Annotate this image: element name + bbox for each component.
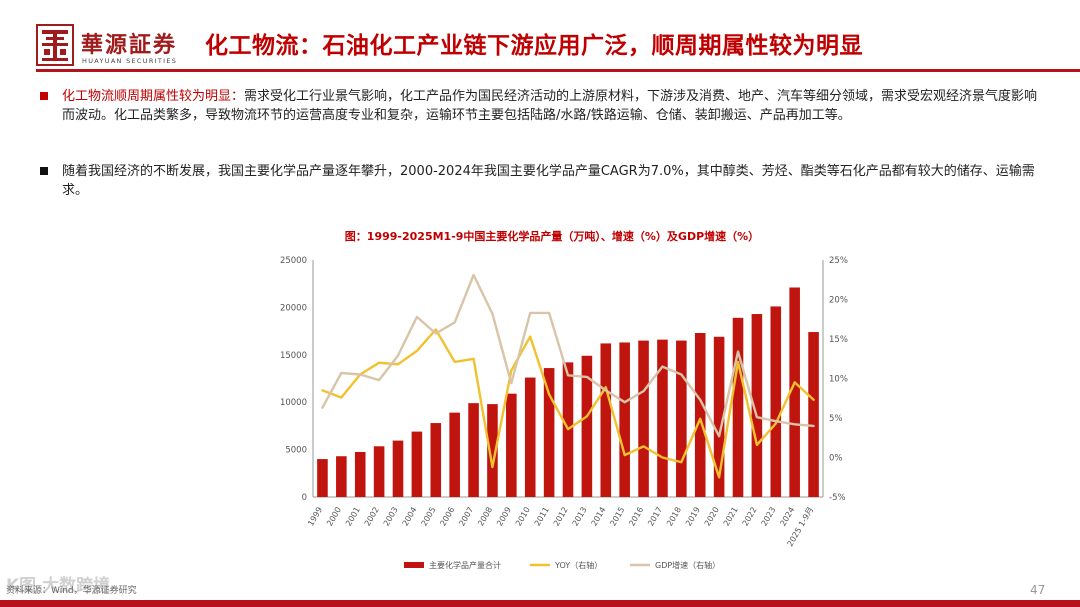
bar [336, 456, 347, 497]
right-tick-label: 10% [829, 375, 848, 385]
x-tick-label: 2012 [552, 506, 570, 528]
x-tick-label: 2005 [420, 506, 438, 528]
bar [373, 446, 385, 497]
x-tick-label: 2003 [382, 506, 400, 528]
bar [676, 340, 687, 497]
bar [487, 404, 498, 497]
source-note: 资料来源：Wind，华源证券研究 [6, 586, 137, 596]
legend-label: 主要化学品产量合计 [429, 560, 501, 570]
gdp-growth-line [321, 273, 815, 438]
x-tick-label: 2016 [627, 506, 645, 528]
chart-title: 图：1999-2025M1-9中国主要化学品产量（万吨）、增速（%）及GDP增速… [345, 229, 759, 243]
x-tick-label: 2004 [401, 506, 419, 528]
left-tick-label: 20000 [280, 303, 307, 313]
page-title: 化工物流：石油化工产业链下游应用广泛，顺周期属性较为明显 [205, 32, 863, 59]
bar [600, 343, 612, 497]
x-tick-label: 2006 [438, 506, 456, 528]
x-tick-label: 1999 [306, 506, 324, 528]
x-tick-label: 2007 [457, 506, 475, 528]
bar [317, 459, 328, 497]
x-tick-label: 2017 [646, 506, 664, 528]
bar [694, 332, 706, 497]
bullet-text: 需求受化工行业景气影响，化工产品作为国民经济活动的上游原材料，下游涉及消费、地产… [62, 89, 1038, 123]
watermark: K图 大数跨境 [6, 576, 111, 596]
bar [449, 412, 460, 497]
x-tick-label: 2014 [590, 506, 608, 528]
bar [543, 368, 555, 497]
bar [751, 314, 763, 497]
title-divider [36, 69, 1080, 72]
right-tick-label: 25% [829, 256, 848, 266]
bar [657, 339, 668, 497]
logo-chinese-name: 華源証券 [81, 32, 178, 58]
x-tick-label: 2023 [760, 506, 778, 528]
left-tick-label: 10000 [280, 398, 307, 408]
bottom-bar [0, 600, 1080, 607]
bullet-highlight: 化工物流顺周期属性较为明显： [62, 89, 245, 104]
legend-swatch-bar [404, 562, 424, 568]
bar [808, 332, 819, 497]
square-bullet-icon [40, 92, 48, 100]
bullet-text: 随着我国经济的不断发展，我国主要化学品产量逐年攀升，2000-2024年我国主要… [62, 164, 1035, 198]
bar [524, 377, 536, 497]
x-tick-label: 2015 [608, 506, 626, 528]
left-tick-label: 0 [302, 493, 307, 503]
bar [789, 287, 800, 497]
x-tick-label: 2010 [514, 506, 532, 528]
bar [354, 451, 366, 497]
bullet-production-growth: 随着我国经济的不断发展，我国主要化学品产量逐年攀升，2000-2024年我国主要… [40, 162, 1050, 200]
bar [468, 403, 479, 497]
x-tick-label: 2020 [703, 506, 721, 528]
legend-label: GDP增速（右轴） [655, 560, 720, 570]
x-tick-label: 2013 [571, 506, 589, 528]
square-bullet-icon [40, 167, 48, 175]
logo-emblem-icon [36, 24, 74, 66]
x-tick-label: 2001 [344, 506, 362, 528]
bullet-cyclical: 化工物流顺周期属性较为明显：需求受化工行业景气影响，化工产品作为国民经济活动的上… [40, 87, 1050, 125]
bar [619, 342, 630, 497]
x-tick-label: 2000 [325, 506, 343, 528]
right-tick-label: 15% [829, 335, 848, 345]
company-logo: 華源証券 HUAYUAN SECURITIES [36, 24, 194, 70]
x-tick-label: 2008 [476, 506, 494, 528]
x-tick-label: 2009 [495, 506, 513, 528]
left-tick-label: 25000 [280, 256, 307, 266]
right-tick-label: 20% [829, 296, 848, 306]
bar [392, 440, 404, 497]
x-tick-label: 2021 [722, 506, 740, 528]
bar [638, 340, 649, 497]
bar [732, 317, 744, 497]
bar [506, 393, 517, 497]
page-number: 47 [1030, 583, 1046, 597]
right-tick-label: -5% [829, 493, 846, 503]
bar [713, 336, 725, 497]
right-tick-label: 5% [829, 414, 843, 424]
bar [430, 423, 442, 497]
bar [581, 355, 593, 497]
x-tick-label: 2019 [684, 506, 702, 528]
x-tick-label: 2024 [778, 506, 796, 528]
bar [770, 306, 782, 497]
legend-label: YOY（右轴） [554, 560, 602, 570]
x-tick-label: 2002 [363, 506, 381, 528]
x-tick-label: 2022 [741, 506, 759, 528]
right-tick-label: 0% [829, 454, 843, 464]
x-tick-label: 2018 [665, 506, 683, 528]
yoy-line [321, 328, 815, 479]
left-tick-label: 5000 [285, 446, 307, 456]
left-tick-label: 15000 [280, 351, 307, 361]
logo-english-name: HUAYUAN SECURITIES [82, 57, 178, 65]
bar [411, 431, 423, 497]
x-tick-label: 2011 [533, 506, 551, 528]
